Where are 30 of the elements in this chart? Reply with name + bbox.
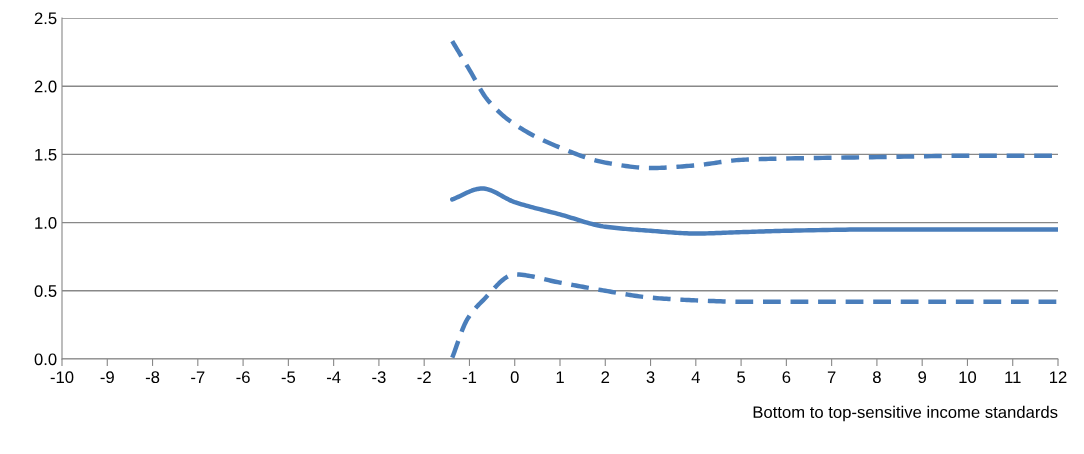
x-tick-label: 7: [827, 371, 836, 383]
y-tick-label: 2.5: [34, 12, 57, 25]
x-tick-label: 1: [556, 371, 564, 383]
x-tick-label: -8: [145, 371, 160, 384]
x-tick-label: 2: [601, 371, 610, 383]
x-tick-label: 11: [1005, 371, 1021, 383]
x-tick-label: 3: [646, 371, 655, 384]
x-axis-title: Bottom to top-sensitive income standards: [753, 405, 1058, 422]
x-tick-label: -7: [191, 371, 205, 383]
x-tick-label: -9: [100, 371, 114, 384]
y-tick-label: 0.0: [34, 353, 57, 366]
x-tick-label: 8: [873, 371, 881, 384]
y-tick-label: 0.5: [34, 285, 57, 297]
x-tick-label: 10: [959, 371, 977, 384]
x-tick-label: -1: [462, 371, 477, 383]
x-tick-label: -4: [326, 371, 341, 383]
y-tick-label: 1.0: [35, 217, 57, 229]
x-tick-label: 0: [510, 371, 519, 384]
x-tick-label: -6: [236, 371, 250, 384]
x-tick-label: -3: [372, 371, 386, 384]
x-tick-label: 5: [737, 371, 746, 384]
x-tick-label: 6: [782, 371, 791, 384]
x-tick-label: -2: [417, 371, 431, 383]
x-tick-label: -5: [281, 371, 296, 384]
x-tick-label: 9: [918, 371, 927, 384]
y-tick-label: 2.0: [34, 80, 57, 93]
y-tick-label: 1.5: [35, 148, 57, 161]
x-tick-label: 4: [691, 371, 700, 383]
x-tick-label: -10: [50, 371, 74, 384]
x-tick-label: 12: [1050, 371, 1067, 383]
